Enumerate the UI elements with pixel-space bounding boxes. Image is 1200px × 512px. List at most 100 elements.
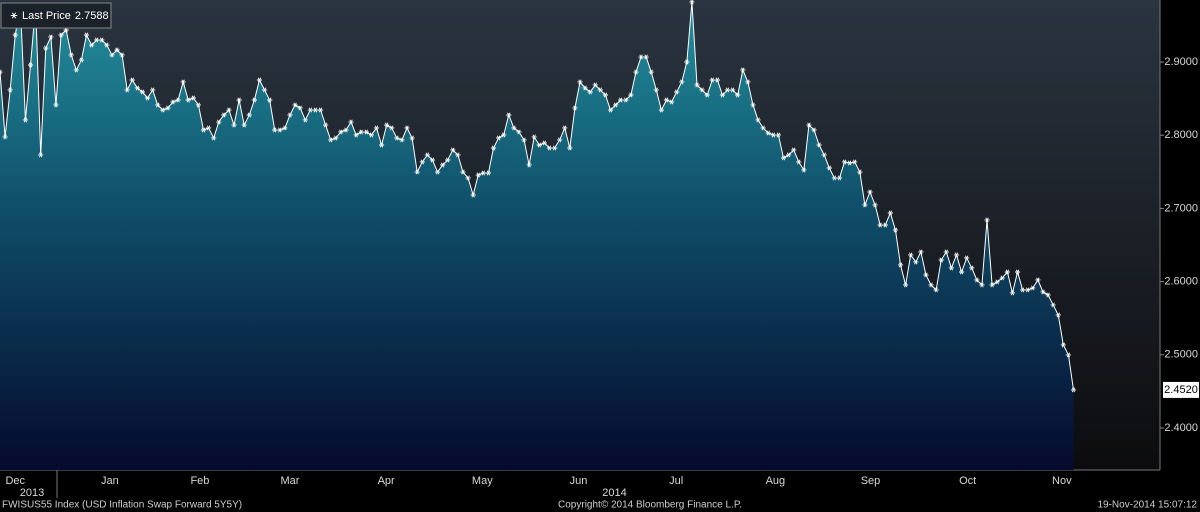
point-marker [785,152,792,158]
point-marker [618,97,624,103]
point-marker [943,249,949,255]
point-marker [577,79,583,85]
point-marker [567,145,573,151]
y-tick-label: 2.9000 [1164,56,1198,68]
point-marker [546,145,553,151]
point-marker [307,107,313,113]
point-marker [63,27,69,33]
point-marker [704,92,710,98]
point-marker [801,167,807,173]
point-marker [317,107,324,113]
point-marker [689,0,695,5]
point-marker [897,262,904,268]
point-marker [526,162,532,168]
point-marker [679,79,685,85]
point-marker [139,89,146,95]
point-marker [887,210,893,216]
point-marker [414,169,420,175]
point-marker [735,92,741,98]
point-marker [501,132,507,138]
point-marker [358,129,364,135]
point-marker [236,97,242,103]
point-marker [216,119,222,125]
point-marker [328,137,334,143]
y-tick-label: 2.8000 [1164,129,1198,141]
point-marker [7,87,13,93]
point-marker [124,87,130,93]
point-marker [440,162,446,168]
legend-marker [10,12,18,19]
legend-value: 2.7588 [75,10,109,22]
point-marker [928,282,934,288]
point-marker [877,222,883,228]
point-marker [994,279,1000,285]
point-marker [750,102,756,108]
point-marker [796,159,802,165]
point-marker [740,67,746,73]
point-marker [155,102,161,108]
y-tick-label: 2.5000 [1164,349,1198,361]
point-marker [27,62,34,68]
point-marker [378,142,385,148]
point-marker [964,255,970,261]
point-marker [903,282,909,288]
year-label: 2013 [20,487,44,499]
point-marker [714,77,720,83]
point-marker [557,137,563,143]
legend: Last Price 2.7588 [0,2,112,29]
point-marker [948,265,955,271]
point-marker [541,140,547,146]
line [0,1,1075,390]
point-marker [821,152,827,158]
point-marker [384,122,390,128]
point-marker [582,85,588,91]
point-marker [226,107,232,113]
point-marker [73,67,79,73]
point-marker [465,175,471,181]
point-marker [450,147,456,153]
point-marker [592,82,598,88]
point-marker [551,145,558,151]
point-marker [724,87,731,93]
point-marker [760,125,766,131]
point-marker [404,125,410,131]
axis-panel [1160,0,1200,470]
point-marker [292,102,298,108]
point-marker [857,169,863,175]
point-marker [312,107,319,113]
point-marker [22,117,29,123]
point-marker [246,112,252,118]
point-marker [984,217,990,223]
point-marker [94,37,100,43]
point-marker [272,127,278,133]
point-marker [165,105,171,111]
point-marker [521,137,527,143]
point-marker [231,122,237,128]
point-marker [694,82,700,88]
point-marker [2,134,8,140]
point-marker [323,122,329,128]
point-marker [536,142,542,148]
point-marker [806,122,812,128]
point-marker [0,69,3,75]
point-marker [211,135,217,141]
point-marker [353,132,359,138]
point-marker [88,42,95,48]
point-marker [495,135,502,141]
point-marker [297,105,303,111]
point-marker [1065,352,1072,358]
point-marker [109,52,115,58]
point-marker [791,147,797,153]
point-marker [730,87,736,93]
point-marker [394,135,400,141]
point-marker [241,122,247,128]
point-marker [99,37,105,43]
point-marker [811,127,817,133]
point-marker [170,99,176,105]
point-marker [572,105,578,111]
point-marker [485,170,492,176]
point-marker [455,152,461,158]
x-tick-label: May [472,475,493,487]
last-price-badge [1163,381,1199,398]
point-marker [38,152,44,158]
